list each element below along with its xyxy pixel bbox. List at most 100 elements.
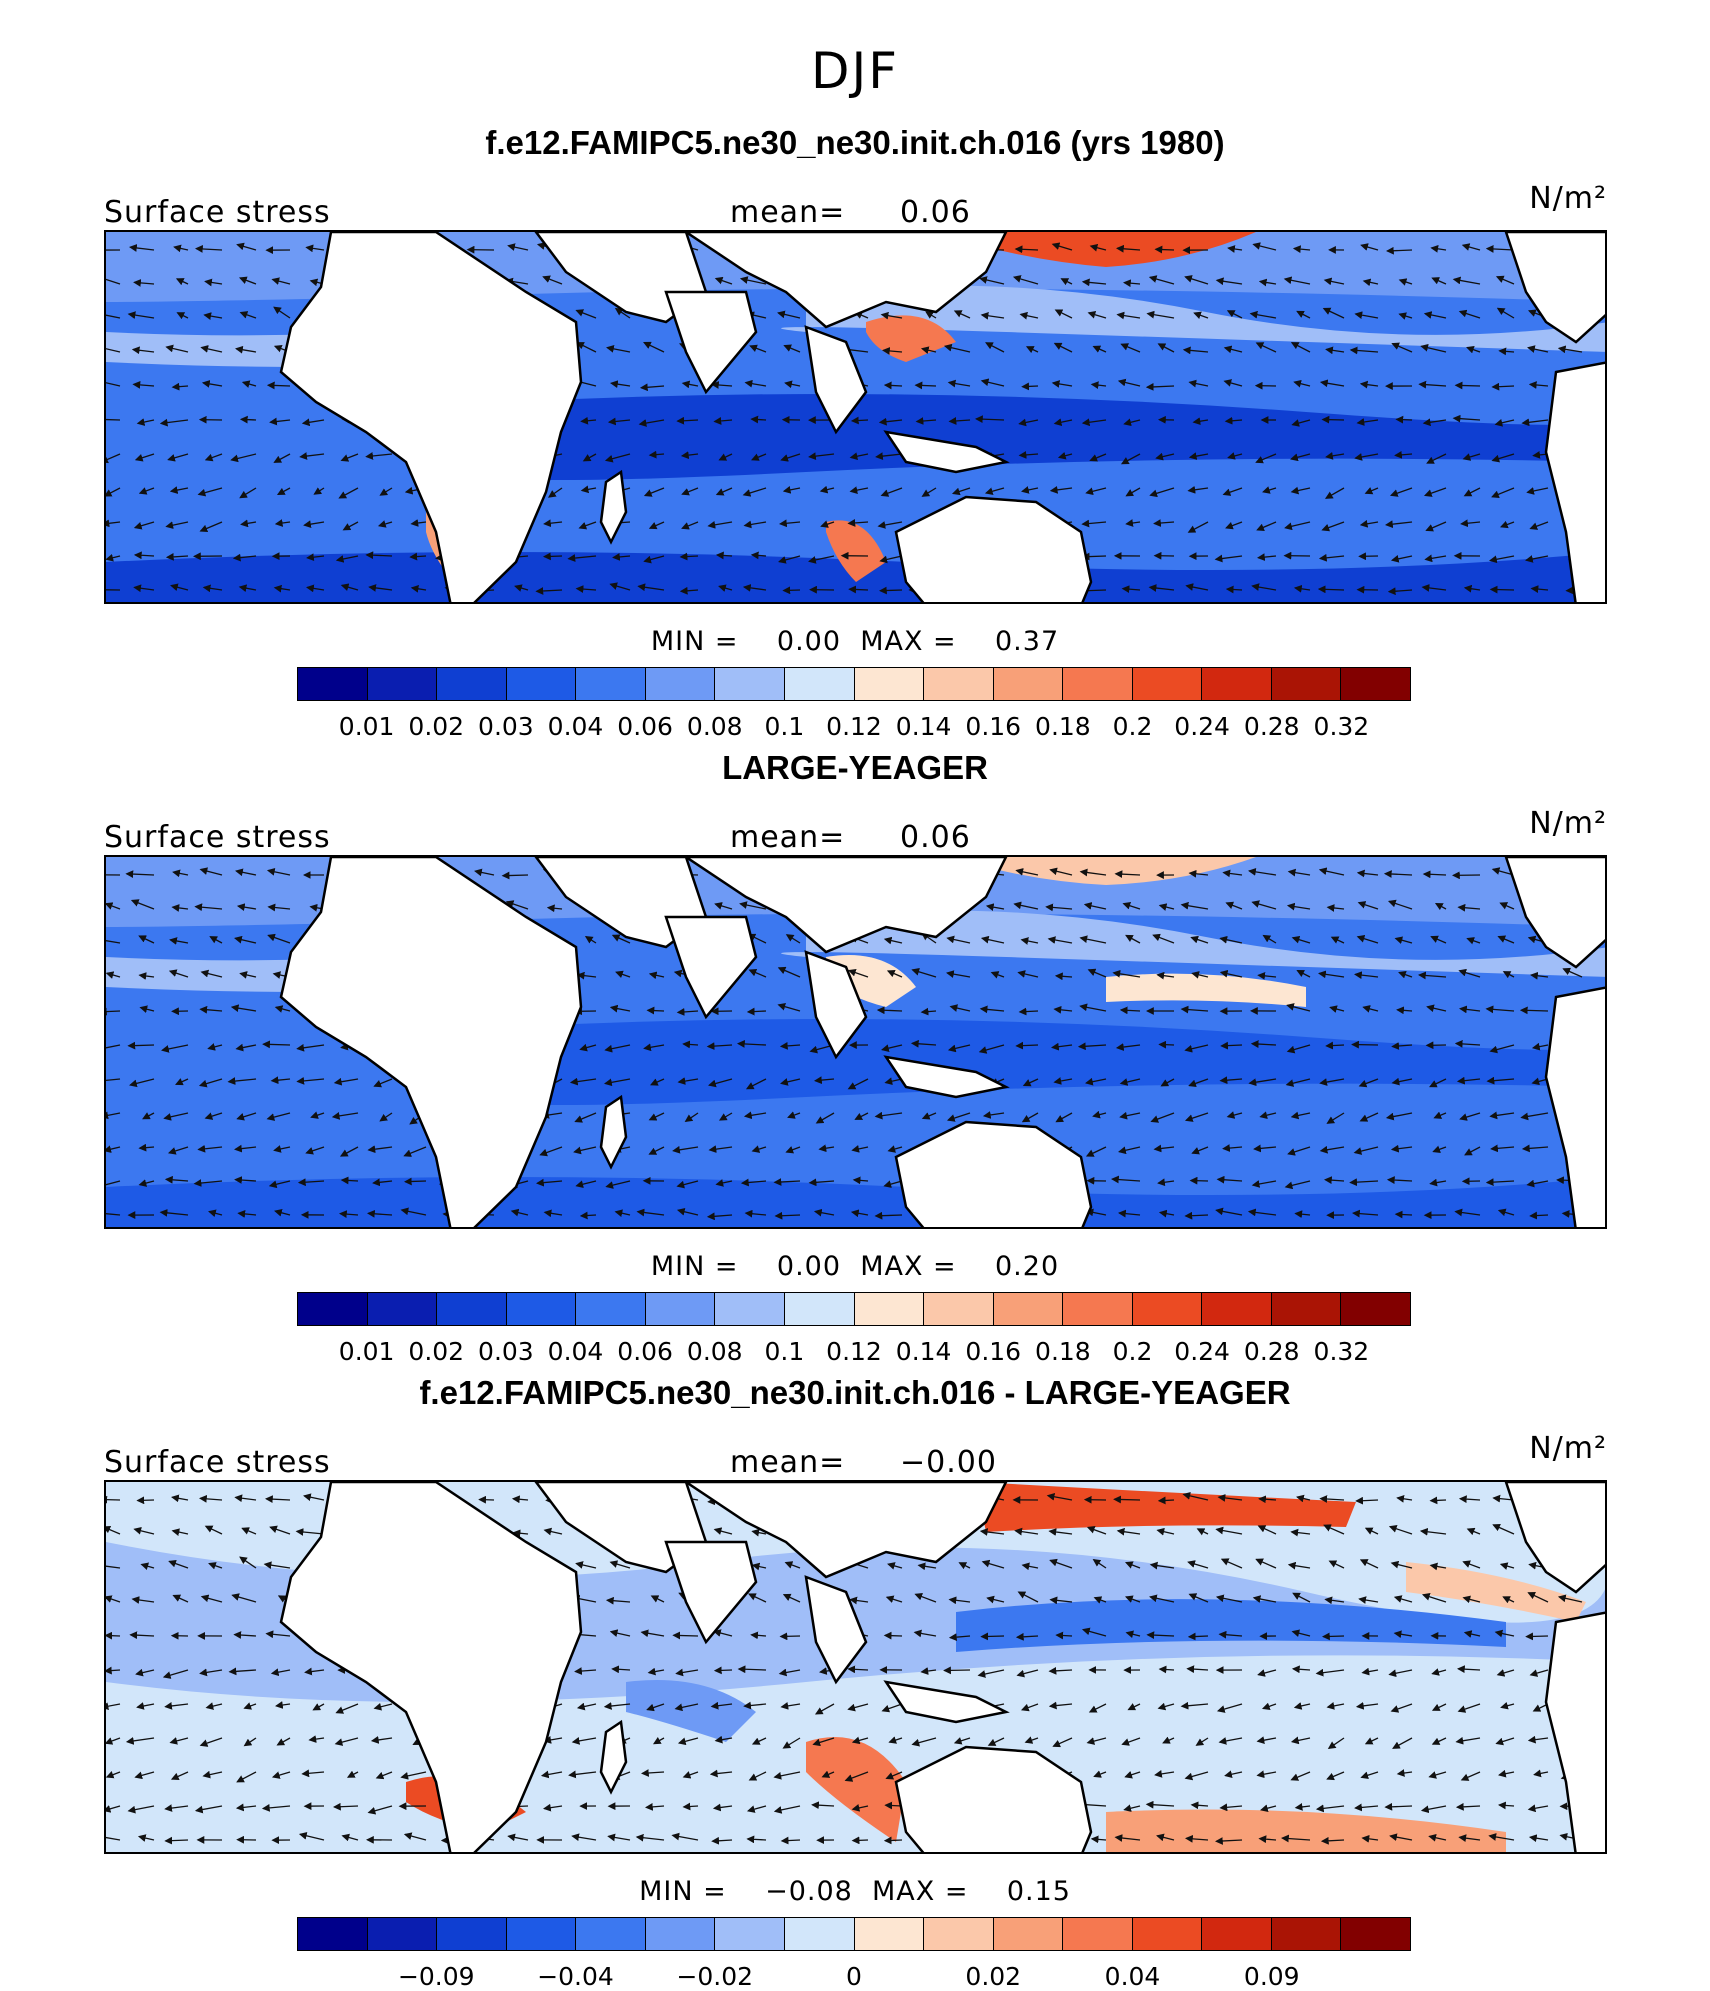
colorbar-swatch — [437, 1918, 507, 1950]
units-label: N/m² — [1529, 181, 1607, 216]
colorbar-tick-label: 0.18 — [1035, 1337, 1091, 1366]
colorbar-swatch — [855, 1293, 925, 1325]
colorbar-swatch — [994, 1918, 1064, 1950]
colorbar-swatch — [715, 1293, 785, 1325]
colorbar-tick-label: 0.14 — [896, 1337, 952, 1366]
colorbar-swatch — [1202, 1918, 1272, 1950]
colorbar-tick-label: 0.02 — [408, 712, 464, 741]
units-label: N/m² — [1529, 1431, 1607, 1466]
colorbar-swatch — [298, 668, 368, 700]
colorbar — [297, 1917, 1411, 1951]
max-value: 0.15 — [1007, 1876, 1071, 1907]
map-panel — [104, 855, 1607, 1229]
colorbar-swatch — [1341, 1293, 1410, 1325]
colorbar-swatch — [507, 668, 577, 700]
colorbar-swatch — [1341, 668, 1410, 700]
colorbar-tick-label: 0.16 — [965, 712, 1021, 741]
colorbar-swatch — [368, 668, 438, 700]
colorbar-swatch — [994, 1293, 1064, 1325]
colorbar-tick-label: 0.24 — [1174, 712, 1230, 741]
panel-heading: f.e12.FAMIPC5.ne30_ne30.init.ch.016 (yrs… — [0, 124, 1710, 162]
colorbar-tick-label: −0.04 — [537, 1962, 614, 1991]
colorbar-swatch — [855, 668, 925, 700]
colorbar-tick-label: 0.1 — [764, 1337, 804, 1366]
mean-label: mean= — [730, 1445, 845, 1480]
colorbar-swatch — [924, 668, 994, 700]
min-value: 0.00 — [777, 1251, 841, 1282]
colorbar-swatch — [1272, 668, 1342, 700]
map-panel — [104, 230, 1607, 604]
colorbar-swatch — [924, 1918, 994, 1950]
colorbar-swatch — [576, 1918, 646, 1950]
colorbar-swatch — [437, 1293, 507, 1325]
max-value: 0.37 — [995, 626, 1059, 657]
colorbar-swatch — [1133, 668, 1203, 700]
colorbar-tick-label: 0.06 — [617, 712, 673, 741]
min-value: −0.08 — [765, 1876, 853, 1907]
colorbar-tick-label: 0 — [846, 1962, 862, 1991]
colorbar-swatch — [1341, 1918, 1410, 1950]
colorbar-tick-label: 0.28 — [1244, 712, 1300, 741]
colorbar-tick-label: 0.18 — [1035, 712, 1091, 741]
colorbar-tick-label: 0.09 — [1244, 1962, 1300, 1991]
colorbar-swatch — [715, 1918, 785, 1950]
colorbar-swatch — [507, 1918, 577, 1950]
units-label: N/m² — [1529, 806, 1607, 841]
colorbar-tick-label: 0.04 — [548, 712, 604, 741]
colorbar-swatch — [715, 668, 785, 700]
colorbar-tick-label: 0.32 — [1314, 712, 1370, 741]
min-max-readout: MIN = 0.00 MAX = 0.37 — [0, 626, 1710, 657]
colorbar-swatch — [1133, 1918, 1203, 1950]
variable-label: Surface stress — [104, 820, 331, 855]
min-label: MIN = — [651, 1251, 739, 1282]
colorbar-swatch — [1202, 1293, 1272, 1325]
colorbar-tick-label: 0.24 — [1174, 1337, 1230, 1366]
colorbar-tick-label: −0.02 — [676, 1962, 753, 1991]
colorbar-tick-label: 0.12 — [826, 712, 882, 741]
colorbar-tick-label: 0.03 — [478, 712, 534, 741]
colorbar-swatch — [368, 1293, 438, 1325]
colorbar-tick-label: 0.28 — [1244, 1337, 1300, 1366]
min-max-readout: MIN = 0.00 MAX = 0.20 — [0, 1251, 1710, 1282]
mean-label: mean= — [730, 195, 845, 230]
colorbar-swatch — [576, 668, 646, 700]
max-label: MAX = — [860, 1251, 956, 1282]
colorbar-tick-label: 0.01 — [339, 712, 395, 741]
colorbar-swatch — [1272, 1918, 1342, 1950]
colorbar-tick-label: 0.06 — [617, 1337, 673, 1366]
colorbar-swatch — [1133, 1293, 1203, 1325]
colorbar-tick-label: 0.04 — [548, 1337, 604, 1366]
colorbar-swatch — [507, 1293, 577, 1325]
colorbar-tick-label: 0.02 — [408, 1337, 464, 1366]
colorbar-swatch — [298, 1918, 368, 1950]
mean-value: 0.06 — [900, 820, 971, 855]
colorbar-tick-label: 0.2 — [1113, 1337, 1153, 1366]
mean-value: 0.06 — [900, 195, 971, 230]
colorbar-swatch — [298, 1293, 368, 1325]
max-label: MAX = — [872, 1876, 968, 1907]
colorbar-tick-label: 0.04 — [1105, 1962, 1161, 1991]
colorbar-tick-label: 0.14 — [896, 712, 952, 741]
colorbar-swatch — [924, 1293, 994, 1325]
colorbar-tick-label: 0.12 — [826, 1337, 882, 1366]
map-panel — [104, 1480, 1607, 1854]
panel-heading: f.e12.FAMIPC5.ne30_ne30.init.ch.016 - LA… — [0, 1374, 1710, 1412]
colorbar-tick-label: 0.08 — [687, 712, 743, 741]
colorbar-swatch — [785, 1918, 855, 1950]
colorbar-tick-label: 0.01 — [339, 1337, 395, 1366]
colorbar-swatch — [368, 1918, 438, 1950]
colorbar-tick-label: 0.02 — [965, 1962, 1021, 1991]
panel-heading: LARGE-YEAGER — [0, 749, 1710, 787]
mean-value: −0.00 — [900, 1445, 997, 1480]
min-max-readout: MIN = −0.08 MAX = 0.15 — [0, 1876, 1710, 1907]
min-label: MIN = — [651, 626, 739, 657]
colorbar-tick-label: 0.2 — [1113, 712, 1153, 741]
colorbar-tick-label: 0.03 — [478, 1337, 534, 1366]
colorbar — [297, 667, 1411, 701]
colorbar-swatch — [855, 1918, 925, 1950]
variable-label: Surface stress — [104, 195, 331, 230]
colorbar-swatch — [576, 1293, 646, 1325]
colorbar-tick-label: 0.08 — [687, 1337, 743, 1366]
mean-label: mean= — [730, 820, 845, 855]
min-label: MIN = — [639, 1876, 727, 1907]
